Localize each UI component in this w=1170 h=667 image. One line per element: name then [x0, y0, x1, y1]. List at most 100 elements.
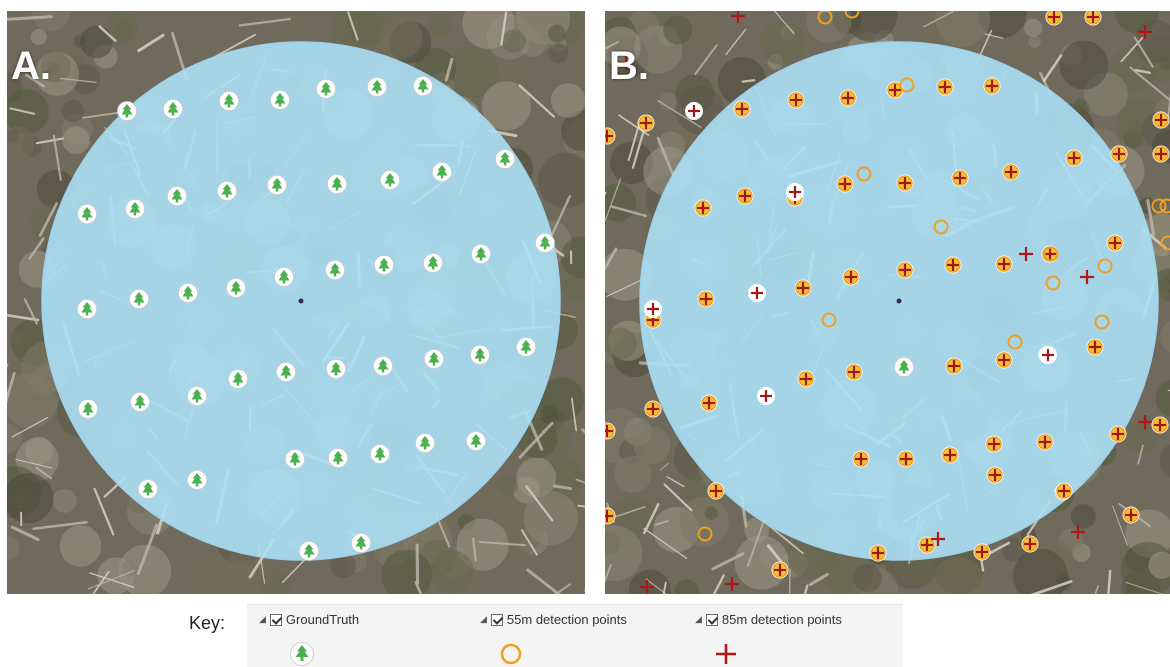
ground-truth-tree-marker [277, 363, 296, 382]
ground-truth-tree-marker [275, 268, 294, 287]
ground-truth-tree-marker [131, 393, 150, 412]
matched-detection-marker [897, 262, 914, 279]
ground-truth-tree-marker [220, 92, 239, 111]
ground-truth-tree-marker [179, 284, 198, 303]
ground-truth-tree-marker [424, 254, 443, 273]
detection-85m-marker [640, 580, 654, 594]
matched-detection-marker [772, 562, 789, 579]
tree-with-85m-marker [748, 284, 766, 302]
ground-truth-tree-marker [414, 77, 433, 96]
matched-detection-marker [853, 451, 870, 468]
legend: ◢ GroundTruth ◢ 55m detection points ◢ 8… [247, 604, 903, 667]
ground-truth-tree-marker [229, 370, 248, 389]
ground-truth-tree-marker [368, 78, 387, 97]
ground-truth-tree-marker [164, 100, 183, 119]
matched-detection-marker [701, 395, 718, 412]
ground-truth-tree-marker [329, 449, 348, 468]
85m-checkbox[interactable] [706, 614, 718, 626]
matched-detection-marker [795, 280, 812, 297]
ground-truth-tree-marker [188, 471, 207, 490]
matched-detection-marker [1152, 417, 1169, 434]
matched-detection-marker [605, 508, 616, 525]
matched-detection-marker [897, 175, 914, 192]
matched-detection-marker [1085, 11, 1102, 26]
matched-detection-marker [984, 78, 1001, 95]
detection-55m-marker [846, 11, 859, 18]
ground-truth-tree-marker [118, 102, 137, 121]
matched-detection-marker [638, 115, 655, 132]
panel-a: A. [7, 11, 585, 594]
matched-detection-marker [898, 451, 915, 468]
matched-detection-marker [946, 358, 963, 375]
panel-b: B. [605, 11, 1170, 594]
tree-with-85m-marker [786, 183, 804, 201]
tree-with-85m-marker [644, 300, 662, 318]
matched-detection-marker [1046, 11, 1063, 26]
plot-center-point [897, 299, 902, 304]
55m-checkbox[interactable] [491, 614, 503, 626]
ground-truth-tree-marker [895, 358, 914, 377]
ground-truth-tree-marker [268, 176, 287, 195]
matched-detection-marker [986, 436, 1003, 453]
panel-a-label: A. [11, 46, 51, 86]
matched-detection-marker [1123, 507, 1140, 524]
ground-truth-tree-marker [300, 542, 319, 561]
ground-truth-tree-marker [79, 400, 98, 419]
tree-circle-icon [289, 641, 315, 667]
matched-detection-marker [1107, 235, 1124, 252]
ground-truth-tree-marker [433, 163, 452, 182]
collapse-triangle-icon[interactable]: ◢ [695, 614, 702, 625]
matched-detection-marker [645, 401, 662, 418]
matched-detection-marker [1022, 536, 1039, 553]
collapse-triangle-icon[interactable]: ◢ [480, 614, 487, 625]
legend-label-55m: 55m detection points [507, 612, 627, 627]
matched-detection-marker [974, 544, 991, 561]
ground-truth-tree-marker [471, 346, 490, 365]
ground-truth-tree-marker [139, 480, 158, 499]
matched-detection-marker [846, 364, 863, 381]
matched-detection-marker [708, 483, 725, 500]
ground-truth-tree-marker [227, 279, 246, 298]
matched-detection-marker [937, 79, 954, 96]
matched-detection-marker [1003, 164, 1020, 181]
ground-truth-tree-marker [271, 91, 290, 110]
detection-55m-marker [1162, 237, 1170, 250]
ground-truth-tree-marker [78, 205, 97, 224]
matched-detection-marker [843, 269, 860, 286]
tree-with-85m-marker [757, 387, 775, 405]
matched-detection-marker [695, 200, 712, 217]
matched-detection-marker [1153, 146, 1170, 163]
ground-truth-tree-marker [517, 338, 536, 357]
tree-with-85m-marker [685, 102, 703, 120]
key-label: Key: [189, 613, 225, 634]
ground-truth-tree-marker [416, 434, 435, 453]
ground-truth-tree-marker [472, 245, 491, 264]
ground-truth-tree-marker [381, 171, 400, 190]
matched-detection-marker [996, 256, 1013, 273]
ground-truth-tree-marker [168, 187, 187, 206]
ground-truth-tree-marker [496, 150, 515, 169]
matched-detection-marker [945, 257, 962, 274]
collapse-triangle-icon[interactable]: ◢ [259, 614, 266, 625]
matched-detection-marker [942, 447, 959, 464]
detection-map [605, 11, 1170, 594]
detection-85m-marker [731, 11, 745, 23]
ground-truth-tree-marker [130, 290, 149, 309]
ground-truth-tree-marker [371, 445, 390, 464]
ground-truth-tree-marker [352, 534, 371, 553]
matched-detection-marker [1056, 483, 1073, 500]
groundtruth-checkbox[interactable] [270, 614, 282, 626]
ground-truth-tree-marker [425, 350, 444, 369]
matched-detection-marker [698, 291, 715, 308]
legend-label-groundtruth: GroundTruth [286, 612, 359, 627]
ground-truth-tree-marker [374, 357, 393, 376]
matched-detection-marker [870, 545, 887, 562]
matched-detection-marker [798, 371, 815, 388]
detection-85m-marker [1138, 25, 1152, 39]
ground-truth-tree-marker [467, 432, 486, 451]
ground-truth-tree-marker [328, 175, 347, 194]
detection-55m-marker [699, 528, 712, 541]
matched-detection-marker [605, 128, 616, 145]
plot-center-point [299, 299, 304, 304]
matched-detection-marker [1066, 150, 1083, 167]
